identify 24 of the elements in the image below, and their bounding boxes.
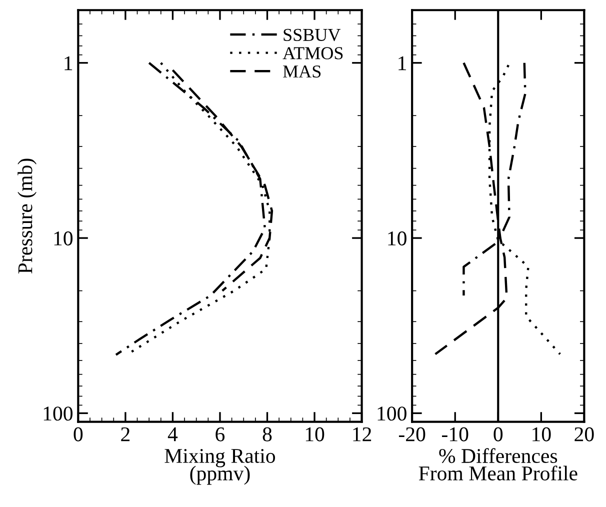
x-tick-label: 6 [216,427,225,442]
legend-label: SSBUV [284,28,341,42]
x-axis-title: % Differences From Mean Profile [418,448,578,480]
y-tick-label: 100 [378,406,406,421]
x-tick-label: 12 [353,427,372,442]
y-tick-label: 10 [388,231,406,246]
y-tick-label: 100 [44,406,73,421]
y-tick-label: 1 [64,56,72,70]
x-tick-label: -20 [398,427,426,442]
x-tick-label: 2 [121,427,130,442]
x-axis-title: Mixing Ratio (ppmv) [164,448,276,485]
legend-label: MAS [283,65,321,78]
y-tick-label: 1 [398,56,406,70]
x-tick-label: 0 [74,427,83,442]
x-tick-label: 0 [494,427,503,442]
x-tick-label: -10 [442,427,468,442]
legend-label: ATMOS [282,47,343,60]
x-tick-label: 20 [574,427,594,442]
y-axis-title: Pressure (mb) [18,158,37,274]
y-tick-label: 10 [54,231,73,246]
x-tick-label: 10 [306,427,324,442]
x-tick-label: 4 [168,427,178,442]
x-tick-label: 10 [532,427,551,442]
x-tick-label: 8 [262,427,272,442]
